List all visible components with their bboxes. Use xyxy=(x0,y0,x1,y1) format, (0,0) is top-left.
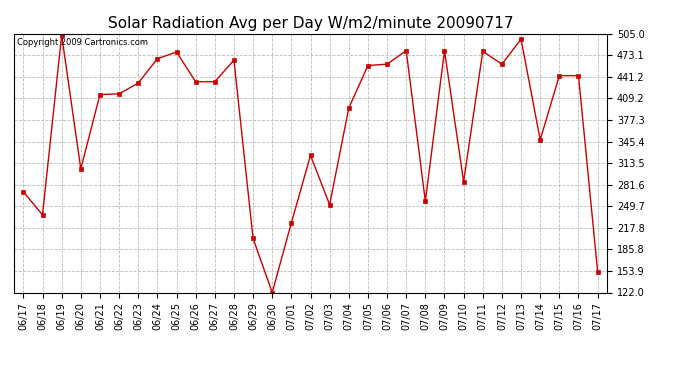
Text: Copyright 2009 Cartronics.com: Copyright 2009 Cartronics.com xyxy=(17,38,148,46)
Title: Solar Radiation Avg per Day W/m2/minute 20090717: Solar Radiation Avg per Day W/m2/minute … xyxy=(108,16,513,31)
